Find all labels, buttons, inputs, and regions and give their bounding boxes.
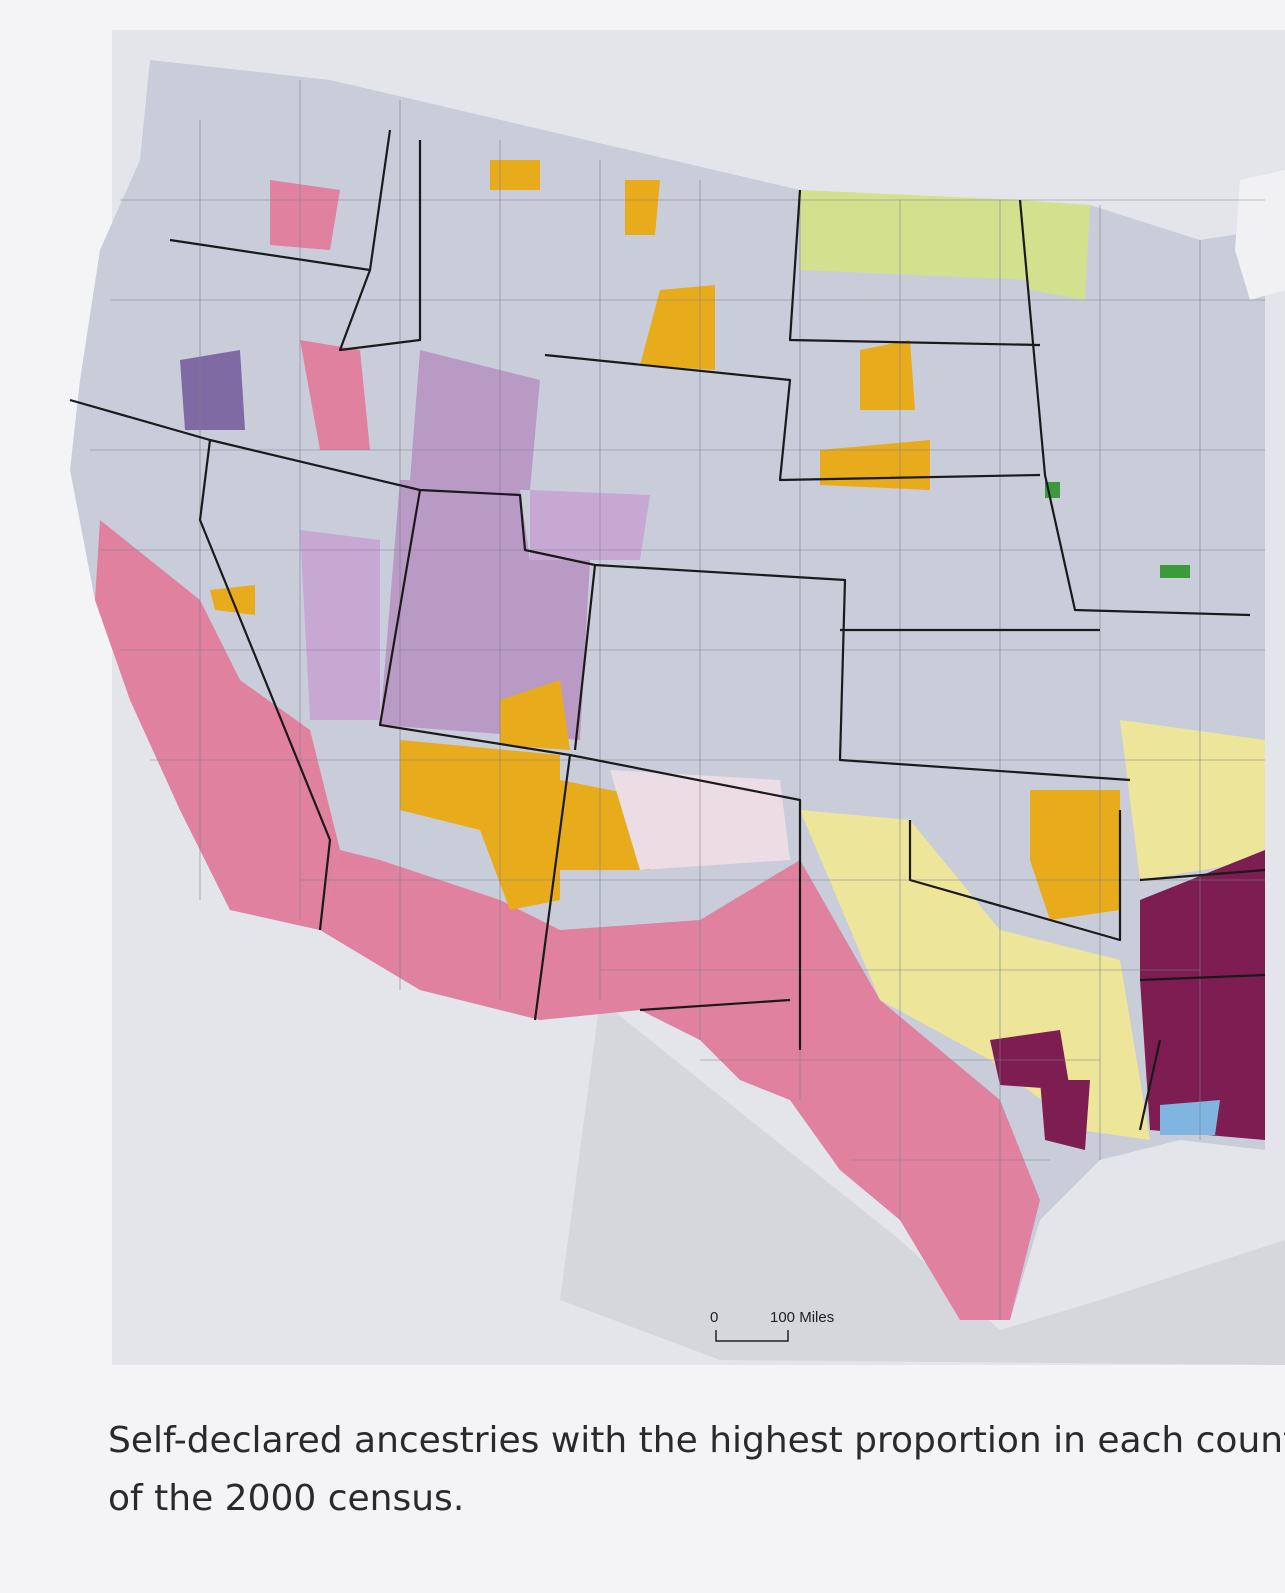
lake — [1235, 170, 1285, 300]
region-pink — [95, 520, 340, 930]
region-yellow-green — [800, 190, 1090, 300]
state-border — [69, 129, 422, 931]
land — [70, 60, 1285, 1320]
scale-bar: 0 100 Miles — [710, 1309, 834, 1342]
scale-zero: 0 — [710, 1309, 718, 1326]
region-lilac — [300, 490, 650, 720]
state-borders — [69, 129, 1266, 1131]
region-orange — [210, 160, 1120, 920]
region-maroon — [990, 850, 1265, 1150]
mexico-shadow — [560, 1000, 1285, 1365]
county-grid — [199, 80, 1201, 1320]
region-purple — [380, 350, 590, 740]
scale-label: 100 Miles — [770, 1309, 834, 1326]
region-green — [1045, 482, 1190, 578]
caption-line: of the 2000 census. — [108, 1478, 464, 1519]
region-yellow — [800, 720, 1265, 1140]
region-violet — [180, 350, 245, 430]
county-lines — [90, 80, 1265, 1320]
state-border — [209, 189, 1266, 1131]
region-pink — [270, 180, 370, 450]
caption-line: Self-declared ancestries with the highes… — [108, 1420, 1285, 1461]
region-blue — [1160, 1100, 1220, 1135]
scale-line — [715, 1330, 789, 1342]
region-orange — [400, 680, 660, 910]
